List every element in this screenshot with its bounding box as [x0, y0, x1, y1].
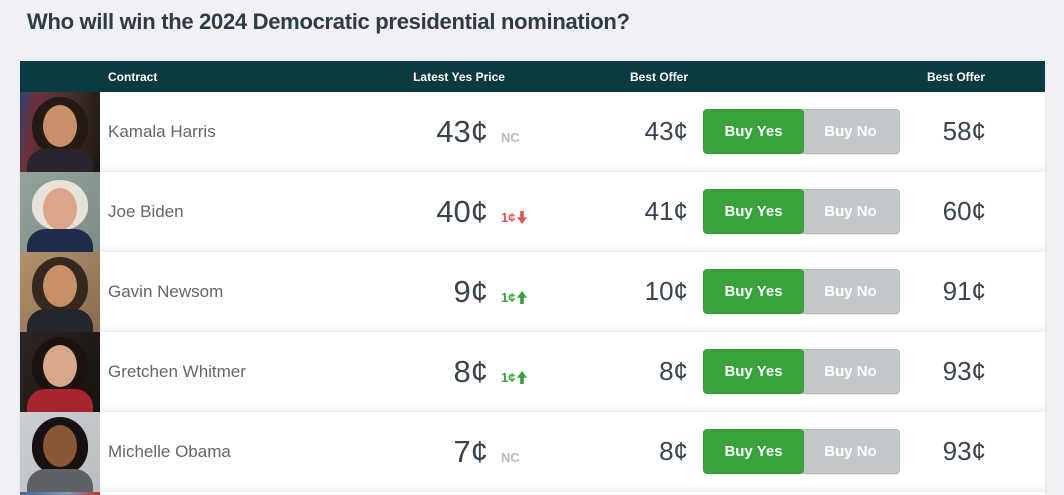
contracts-table: Contract Latest Yes Price Best Offer Bes…: [20, 61, 1045, 495]
best-offer-no-price: 93¢: [942, 436, 986, 466]
price-change-text: 1¢: [501, 290, 516, 305]
portrait-face-shape: [43, 187, 77, 230]
buy-yes-button[interactable]: Buy Yes: [703, 269, 804, 314]
next-row-partial: [20, 492, 1045, 495]
price-change-indicator: NC: [488, 450, 560, 465]
photo-next-row-sliver: [20, 492, 100, 495]
best-offer-no-price: 60¢: [942, 196, 986, 226]
buy-no-button[interactable]: Buy No: [801, 349, 900, 394]
buy-no-button[interactable]: Buy No: [801, 429, 900, 474]
market-question-title: Who will win the 2024 Democratic preside…: [27, 9, 630, 34]
portrait-torso-shape: [27, 468, 93, 492]
contract-name: Gretchen Whitmer: [108, 361, 246, 381]
portrait-face-shape: [43, 344, 77, 387]
trade-buttons: Buy Yes Buy No: [703, 109, 900, 154]
best-offer-no-price: 93¢: [942, 356, 986, 386]
best-offer-yes-price: 43¢: [644, 116, 688, 146]
contract-row-michelle-obama: Michelle Obama 7¢ NC 8¢ Buy Yes Buy No 9…: [20, 411, 1045, 492]
photo-gavin-newsom: [20, 251, 100, 332]
latest-yes-price: 43¢: [436, 113, 488, 149]
price-up-arrow-icon: [517, 371, 528, 384]
trade-buttons: Buy Yes Buy No: [703, 269, 900, 314]
buy-yes-button[interactable]: Buy Yes: [703, 349, 804, 394]
price-change-text: NC: [501, 130, 520, 145]
contract-row-kamala-harris: Kamala Harris 43¢ NC 43¢ Buy Yes Buy No …: [20, 91, 1045, 172]
best-offer-yes-price: 10¢: [644, 276, 688, 306]
best-offer-yes-price: 41¢: [644, 196, 688, 226]
price-change-text: 1¢: [501, 370, 516, 385]
photo-michelle-obama: [20, 411, 100, 492]
portrait-face-shape: [43, 424, 77, 467]
contract-name: Michelle Obama: [108, 441, 231, 461]
table-header: Contract Latest Yes Price Best Offer Bes…: [20, 61, 1045, 92]
photo-gretchen-whitmer: [20, 331, 100, 412]
price-change-indicator: 1¢: [488, 210, 560, 225]
best-offer-yes-price: 8¢: [659, 356, 688, 386]
buy-yes-button[interactable]: Buy Yes: [703, 429, 804, 474]
latest-yes-price: 40¢: [436, 193, 488, 229]
trade-buttons: Buy Yes Buy No: [703, 349, 900, 394]
portrait-torso-shape: [27, 388, 93, 412]
contract-name: Joe Biden: [108, 201, 184, 221]
photo-kamala-harris: [20, 91, 100, 172]
buy-yes-button[interactable]: Buy Yes: [703, 189, 804, 234]
buy-no-button[interactable]: Buy No: [801, 189, 900, 234]
portrait-face-shape: [43, 104, 77, 147]
contract-name: Kamala Harris: [108, 121, 216, 141]
trade-buttons: Buy Yes Buy No: [703, 189, 900, 234]
portrait-torso-shape: [27, 308, 93, 332]
price-change-indicator: NC: [488, 130, 560, 145]
best-offer-no-price: 91¢: [942, 276, 986, 306]
portrait-face-shape: [43, 264, 77, 307]
best-offer-yes-price: 8¢: [659, 436, 688, 466]
price-change-indicator: 1¢: [488, 370, 560, 385]
contract-row-gavin-newsom: Gavin Newsom 9¢ 1¢ 10¢ Buy Yes Buy No 91…: [20, 251, 1045, 332]
trade-buttons: Buy Yes Buy No: [703, 429, 900, 474]
price-up-arrow-icon: [517, 291, 528, 304]
contract-row-gretchen-whitmer: Gretchen Whitmer 8¢ 1¢ 8¢ Buy Yes Buy No…: [20, 331, 1045, 412]
portrait-torso-shape: [27, 228, 93, 252]
contract-row-joe-biden: Joe Biden 40¢ 1¢ 41¢ Buy Yes Buy No 60¢: [20, 171, 1045, 252]
column-header-contract: Contract: [108, 69, 158, 84]
price-change-text: 1¢: [501, 210, 516, 225]
price-change-text: NC: [501, 450, 520, 465]
column-header-best-offer-no: Best Offer: [926, 69, 985, 84]
buy-yes-button[interactable]: Buy Yes: [703, 109, 804, 154]
column-header-best-offer-yes: Best Offer: [629, 69, 688, 84]
price-change-indicator: 1¢: [488, 290, 560, 305]
latest-yes-price: 9¢: [453, 273, 488, 309]
price-down-arrow-icon: [517, 211, 528, 224]
best-offer-no-price: 58¢: [942, 116, 986, 146]
contract-name: Gavin Newsom: [108, 281, 224, 301]
latest-yes-price: 8¢: [453, 353, 488, 389]
portrait-torso-shape: [27, 148, 93, 172]
latest-yes-price: 7¢: [453, 433, 488, 469]
buy-no-button[interactable]: Buy No: [801, 109, 900, 154]
buy-no-button[interactable]: Buy No: [801, 269, 900, 314]
photo-joe-biden: [20, 171, 100, 252]
column-header-latest-yes-price: Latest Yes Price: [413, 69, 505, 84]
